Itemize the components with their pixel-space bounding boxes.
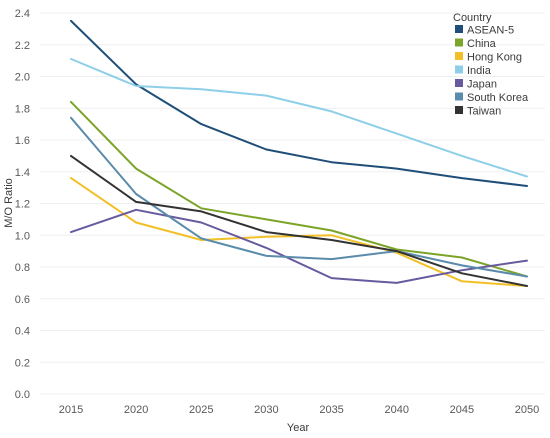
series-line-china — [70, 100, 528, 278]
legend-swatch — [455, 92, 463, 101]
y-tick-label: 1.6 — [15, 135, 30, 147]
y-tick-label: 1.2 — [15, 199, 30, 211]
y-tick-label: 2.0 — [15, 72, 30, 84]
y-tick-label: 1.0 — [15, 230, 30, 242]
legend-label: Hong Kong — [467, 52, 522, 64]
legend-swatch — [455, 106, 463, 114]
y-tick-label: 0.6 — [15, 294, 30, 306]
y-tick-label: 0.2 — [15, 357, 30, 369]
series-line-japan — [70, 208, 528, 284]
legend-swatch — [455, 79, 463, 87]
legend-label: Japan — [467, 79, 497, 91]
x-tick-label: 2050 — [515, 404, 539, 416]
legend-swatch — [455, 52, 463, 60]
x-axis-ticks: 2015 2020 2025 2030 2035 2040 2045 2050 — [59, 404, 539, 416]
x-tick-label: 2025 — [189, 404, 213, 416]
y-tick-label: 1.4 — [15, 167, 30, 179]
legend-label: South Korea — [467, 92, 529, 104]
legend-label: ASEAN-5 — [467, 25, 514, 37]
series-line-india — [70, 58, 528, 178]
x-axis-title: Year — [287, 422, 310, 434]
y-tick-label: 0.0 — [15, 389, 30, 401]
x-tick-label: 2035 — [319, 404, 343, 416]
x-tick-label: 2040 — [384, 404, 408, 416]
y-tick-label: 2.2 — [15, 40, 30, 52]
legend-swatch — [455, 25, 463, 33]
x-tick-label: 2045 — [450, 404, 474, 416]
x-tick-label: 2030 — [254, 404, 278, 416]
x-tick-label: 2015 — [59, 404, 83, 416]
y-tick-label: 0.8 — [15, 262, 30, 274]
legend-swatch — [455, 38, 463, 47]
y-axis-title: M/O Ratio — [3, 178, 15, 228]
legend-title: Country — [453, 12, 492, 24]
series-line-asean-5 — [70, 19, 528, 187]
series-line-south-korea — [70, 116, 528, 278]
series-line-hong-kong — [70, 177, 528, 287]
legend-label: China — [467, 38, 497, 50]
series-line-taiwan — [70, 154, 528, 287]
y-tick-label: 0.4 — [15, 326, 30, 338]
legend-label: Taiwan — [467, 106, 501, 118]
legend-swatch — [455, 65, 463, 74]
y-axis-ticks: 0.0 0.2 0.4 0.6 0.8 1.0 1.2 1.4 1.6 1.8 2.0 2.2 2.4 — [15, 8, 30, 401]
y-tick-label: 1.8 — [15, 103, 30, 115]
y-tick-label: 2.4 — [15, 8, 30, 20]
x-tick-label: 2020 — [124, 404, 148, 416]
series-lines — [70, 19, 528, 287]
legend-label: India — [467, 65, 492, 77]
